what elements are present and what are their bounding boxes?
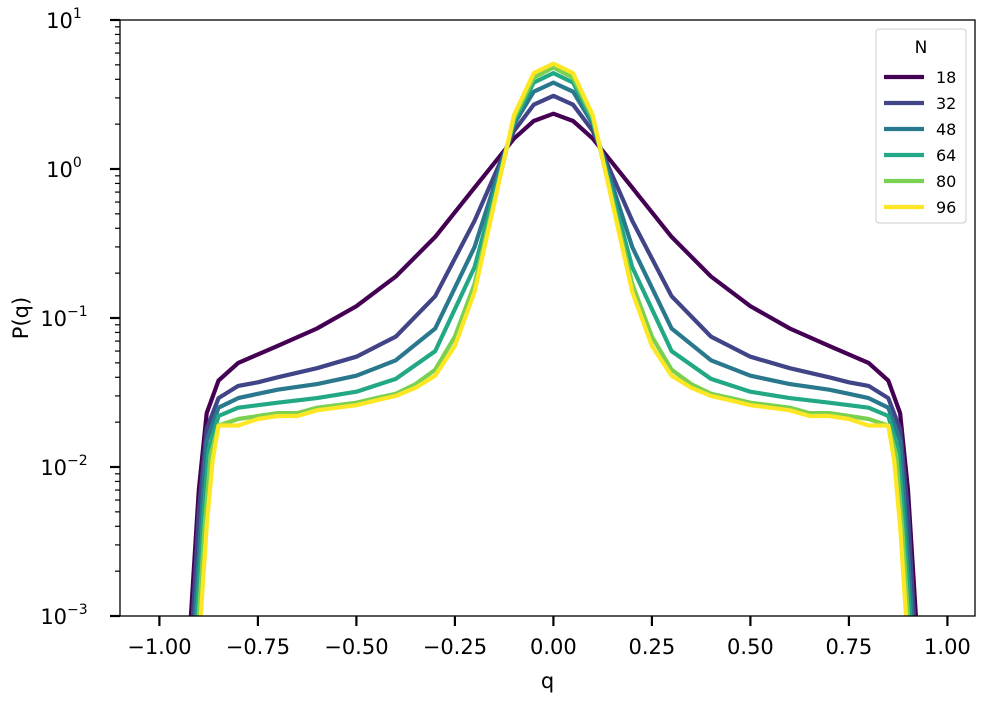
x-tick-label: −1.00 — [127, 635, 191, 659]
x-tick-label: 0.75 — [826, 635, 873, 659]
series-line-32 — [190, 93, 917, 616]
y-tick-label: 10−3 — [40, 602, 87, 629]
series-line-48 — [192, 80, 915, 616]
legend-title: N — [915, 38, 928, 58]
x-tick-label: 0.25 — [629, 635, 676, 659]
x-axis: −1.00 −0.75 −0.50 −0.25 0.00 0.25 0.50 0.75 1.00 — [127, 616, 971, 659]
y-tick-label: 100 — [46, 155, 82, 182]
x-tick-label: 0.00 — [530, 635, 577, 659]
x-axis-label: q — [541, 669, 554, 693]
legend-label-48: 48 — [936, 120, 956, 139]
series-line-96 — [198, 61, 909, 616]
y-tick-label: 101 — [46, 6, 82, 33]
y-tick-label: 10−1 — [40, 304, 87, 331]
series-line-80 — [196, 65, 911, 616]
legend: N 18 32 48 64 80 96 — [875, 28, 967, 224]
y-axis: 10−3 10−2 10−1 100 101 — [40, 6, 120, 629]
y-tick-label: 10−2 — [40, 453, 87, 480]
x-tick-label: 0.50 — [727, 635, 774, 659]
legend-label-18: 18 — [936, 68, 956, 87]
legend-label-64: 64 — [936, 146, 956, 165]
x-tick-label: −0.75 — [226, 635, 290, 659]
x-tick-label: −0.50 — [324, 635, 388, 659]
x-tick-label: 1.00 — [924, 635, 971, 659]
y-axis-label: P(q) — [9, 297, 33, 339]
legend-label-32: 32 — [936, 94, 956, 113]
series-layer — [188, 61, 919, 616]
legend-label-96: 96 — [936, 198, 956, 217]
series-line-64 — [194, 70, 913, 616]
series-line-18 — [188, 111, 919, 616]
x-tick-label: −0.25 — [423, 635, 487, 659]
legend-label-80: 80 — [936, 172, 956, 191]
